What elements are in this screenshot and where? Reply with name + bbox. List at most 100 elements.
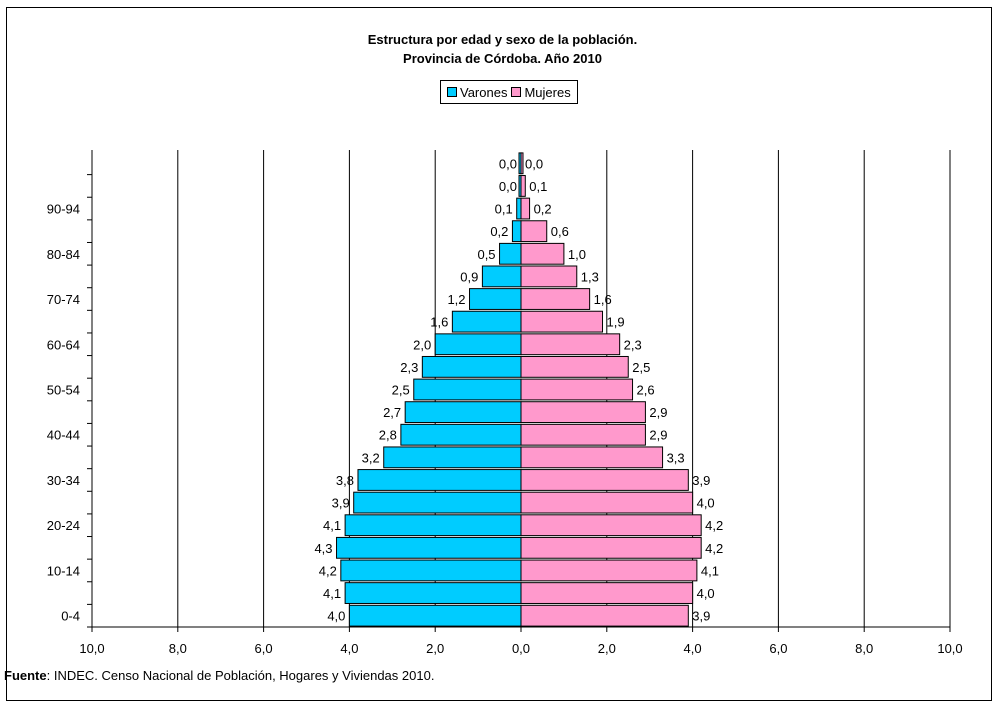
bar-varones: [511, 220, 522, 243]
chart-title: Estructura por edad y sexo de la poblaci…: [367, 32, 638, 47]
data-label-varones: 4,2: [319, 563, 337, 578]
y-tick-label: 40-44: [47, 428, 80, 443]
y-tick-label: 70-74: [47, 292, 80, 307]
data-label-mujeres: 4,0: [697, 496, 715, 511]
bar-mujeres: [520, 288, 591, 310]
bar-varones: [413, 378, 522, 401]
bar-mujeres: [520, 197, 531, 220]
legend-item-varones: Varones: [447, 85, 507, 100]
data-label-mujeres: 1,3: [581, 269, 599, 284]
data-label-mujeres: 1,9: [607, 315, 625, 330]
data-label-varones: 3,2: [362, 450, 380, 465]
bar-mujeres: [520, 355, 629, 378]
data-label-mujeres: 4,1: [701, 563, 719, 578]
y-tick-label: 50-54: [47, 383, 80, 398]
data-label-mujeres: 3,9: [692, 473, 710, 488]
source-text: : INDEC. Censo Nacional de Población, Ho…: [46, 668, 435, 683]
bar-mujeres: [520, 423, 646, 446]
bar-mujeres: [520, 536, 702, 559]
x-tick-label: 10,0: [937, 641, 962, 656]
data-label-mujeres: 4,2: [705, 518, 723, 533]
y-tick-label: 80-84: [47, 247, 80, 262]
data-label-varones: 2,3: [400, 360, 418, 375]
bar-mujeres: [520, 175, 526, 197]
x-tick-label: 2,0: [598, 641, 616, 656]
data-label-mujeres: 2,5: [632, 360, 650, 375]
y-tick-label: 0-4: [61, 609, 80, 624]
data-label-mujeres: 0,1: [529, 179, 547, 194]
data-label-varones: 0,5: [477, 247, 495, 262]
bar-varones: [348, 604, 522, 627]
bar-mujeres: [520, 242, 565, 265]
data-label-mujeres: 2,9: [649, 428, 667, 443]
x-tick-label: 4,0: [340, 641, 358, 656]
bar-varones: [469, 288, 522, 310]
data-label-varones: 4,1: [323, 518, 341, 533]
x-tick-label: 0,0: [512, 641, 530, 656]
data-label-varones: 4,1: [323, 586, 341, 601]
bar-varones: [451, 310, 522, 333]
data-label-varones: 1,2: [447, 292, 465, 307]
data-label-varones: 4,0: [327, 609, 345, 624]
chart-legend: Varones Mujeres: [440, 80, 578, 104]
x-tick-label: 8,0: [169, 641, 187, 656]
data-label-mujeres: 4,0: [697, 586, 715, 601]
bar-mujeres: [520, 220, 548, 243]
bar-varones: [357, 469, 522, 491]
y-tick-label: 90-94: [47, 202, 80, 217]
data-label-varones: 2,5: [392, 383, 410, 398]
x-tick-label: 2,0: [426, 641, 444, 656]
data-label-mujeres: 1,6: [594, 292, 612, 307]
data-label-mujeres: 2,3: [624, 337, 642, 352]
data-label-mujeres: 0,6: [551, 224, 569, 239]
y-tick-label: 60-64: [47, 337, 80, 352]
source-note: Fuente: INDEC. Censo Nacional de Poblaci…: [4, 668, 434, 683]
data-label-mujeres: 4,2: [705, 541, 723, 556]
bar-varones: [336, 536, 522, 559]
data-label-varones: 1,6: [430, 315, 448, 330]
bar-varones: [353, 491, 522, 514]
y-tick-label: 20-24: [47, 518, 80, 533]
data-label-varones: 0,0: [499, 156, 517, 171]
bar-varones: [481, 265, 522, 288]
bar-mujeres: [520, 491, 694, 514]
bar-varones: [434, 333, 522, 356]
y-tick-label: 30-34: [47, 473, 80, 488]
bar-mujeres: [520, 310, 604, 333]
legend-label-mujeres: Mujeres: [524, 84, 571, 100]
x-tick-label: 4,0: [684, 641, 702, 656]
data-label-mujeres: 3,9: [692, 609, 710, 624]
data-label-mujeres: 0,2: [534, 202, 552, 217]
data-label-varones: 3,9: [332, 496, 350, 511]
bar-varones: [516, 197, 522, 220]
legend-item-mujeres: Mujeres: [511, 84, 571, 100]
y-tick-label: 10-14: [47, 563, 80, 578]
bar-mujeres: [520, 333, 621, 356]
data-label-varones: 0,1: [495, 202, 513, 217]
data-label-mujeres: 3,3: [667, 450, 685, 465]
bar-varones: [499, 242, 522, 265]
data-label-mujeres: 2,6: [637, 383, 655, 398]
x-tick-label: 8,0: [855, 641, 873, 656]
data-label-varones: 2,0: [413, 337, 431, 352]
legend-swatch-mujeres: [511, 87, 522, 97]
bar-mujeres: [520, 401, 646, 424]
x-tick-label: 6,0: [769, 641, 787, 656]
legend-swatch-varones: [447, 87, 457, 97]
bar-mujeres: [520, 514, 702, 537]
data-label-varones: 4,3: [314, 541, 332, 556]
bar-varones: [340, 559, 522, 582]
data-label-varones: 2,8: [379, 428, 397, 443]
legend-label-varones: Varones: [460, 84, 508, 100]
bar-mujeres: [520, 604, 689, 627]
data-label-mujeres: 0,0: [525, 156, 543, 171]
bar-mujeres: [520, 378, 634, 401]
data-label-mujeres: 1,0: [568, 247, 586, 262]
bar-mujeres: [520, 152, 524, 175]
bar-varones: [344, 514, 522, 537]
data-label-varones: 3,8: [336, 473, 354, 488]
bar-varones: [421, 355, 522, 378]
chart-subtitle: Provincia de Córdoba. Año 2010: [403, 51, 602, 66]
bar-mujeres: [520, 559, 698, 582]
bar-varones: [383, 446, 522, 469]
